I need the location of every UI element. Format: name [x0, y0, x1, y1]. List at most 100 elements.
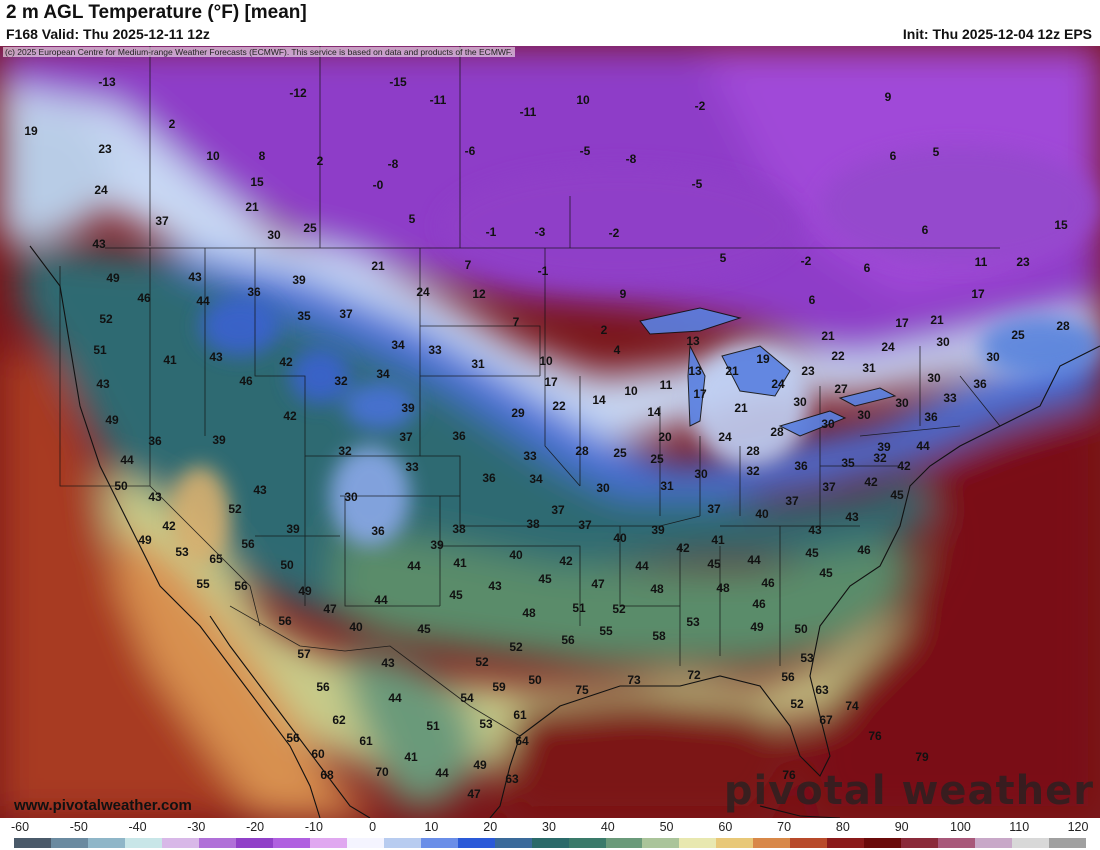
temperature-label: 51 — [426, 719, 440, 733]
temperature-label: 28 — [746, 444, 760, 458]
temperature-label: 30 — [986, 350, 1000, 364]
temperature-label: 49 — [106, 271, 120, 285]
temperature-label: 30 — [793, 395, 807, 409]
temperature-label: 25 — [613, 446, 627, 460]
color-scale-swatch — [1012, 838, 1050, 848]
valid-time: F168 Valid: Thu 2025-12-11 12z — [6, 26, 210, 42]
temperature-label: -11 — [430, 93, 447, 107]
temperature-label: 73 — [627, 673, 641, 687]
temperature-label: 2 — [169, 117, 176, 131]
temperature-label: 65 — [209, 552, 223, 566]
temperature-label: 45 — [805, 546, 819, 560]
temperature-label: 32 — [873, 451, 887, 465]
temperature-label: 62 — [332, 713, 346, 727]
temperature-label: 37 — [551, 503, 565, 517]
color-scale-tick: 50 — [659, 820, 674, 834]
temperature-label: -5 — [580, 144, 591, 158]
temperature-label: 12 — [472, 287, 486, 301]
copyright-notice: (c) 2025 European Centre for Medium-rang… — [3, 47, 515, 57]
temperature-label: 40 — [613, 531, 627, 545]
temperature-label: 6 — [890, 149, 897, 163]
website-text[interactable]: www.pivotalweather.com — [14, 797, 192, 814]
temperature-label: 7 — [465, 258, 472, 272]
temperature-label: 20 — [658, 430, 672, 444]
temperature-label: 37 — [707, 502, 721, 516]
temperature-label: 72 — [687, 668, 701, 682]
temperature-label: 39 — [651, 523, 665, 537]
temperature-label: 35 — [297, 309, 311, 323]
temperature-map[interactable]: -13 -15 -12 -11 10 -2 9 -11 19 2 23 10 8 2 -8 -6 -5 -8 6 5 2… — [0, 46, 1100, 818]
temperature-label: 74 — [845, 699, 859, 713]
temperature-label: 56 — [234, 579, 248, 593]
color-scale-bar — [14, 838, 1087, 848]
temperature-label: 32 — [338, 444, 352, 458]
color-scale-tick: -20 — [246, 820, 265, 834]
temperature-label: 19 — [756, 352, 770, 366]
temperature-label: 14 — [647, 405, 661, 419]
temperature-label: 33 — [523, 449, 537, 463]
temperature-label: 25 — [303, 221, 317, 235]
temperature-label: 43 — [92, 237, 106, 251]
temperature-label: 28 — [575, 444, 589, 458]
temperature-label: 50 — [280, 558, 294, 572]
temperature-label: 50 — [794, 622, 808, 636]
temperature-label: 41 — [453, 556, 467, 570]
init-time: Init: Thu 2025-12-04 12z EPS — [902, 26, 1092, 42]
temperature-label: -6 — [465, 144, 476, 158]
temperature-label: 4 — [614, 343, 621, 357]
temperature-label: 47 — [467, 787, 481, 801]
color-scale-swatch — [235, 838, 273, 848]
temperature-label: 34 — [376, 367, 390, 381]
temperature-label: 14 — [592, 393, 606, 407]
color-scale-swatch — [679, 838, 717, 848]
temperature-label: 36 — [482, 471, 496, 485]
map-title: 2 m AGL Temperature (°F) [mean] — [6, 2, 307, 23]
temperature-label: 45 — [449, 588, 463, 602]
temperature-label: 45 — [819, 566, 833, 580]
temperature-label: 34 — [391, 338, 405, 352]
temperature-label: -5 — [692, 177, 703, 191]
temperature-label: 45 — [417, 622, 431, 636]
color-scale-swatch — [938, 838, 976, 848]
temperature-label: 10 — [576, 93, 590, 107]
temperature-label: 42 — [897, 459, 911, 473]
temperature-label: 44 — [388, 691, 402, 705]
color-scale-swatch — [420, 838, 458, 848]
temperature-label: 46 — [239, 374, 253, 388]
temperature-label: 36 — [924, 410, 938, 424]
temperature-label: -15 — [389, 75, 407, 89]
temperature-label: 40 — [349, 620, 363, 634]
temperature-label: 36 — [973, 377, 987, 391]
temperature-label: 37 — [399, 430, 413, 444]
color-scale-tick: 0 — [369, 820, 377, 834]
color-scale-swatch — [161, 838, 199, 848]
temperature-label: 36 — [371, 524, 385, 538]
temperature-label: 35 — [841, 456, 855, 470]
temperature-label: 56 — [781, 670, 795, 684]
temperature-label: 53 — [800, 651, 814, 665]
temperature-label: -8 — [626, 152, 637, 166]
temperature-label: 53 — [479, 717, 493, 731]
temperature-label: 56 — [286, 731, 300, 745]
temperature-label: 43 — [845, 510, 859, 524]
temperature-label: 56 — [316, 680, 330, 694]
temperature-label: 75 — [575, 683, 589, 697]
temperature-label: 41 — [711, 533, 725, 547]
temperature-label: 42 — [676, 541, 690, 555]
temperature-label: 22 — [831, 349, 845, 363]
temperature-label: 59 — [492, 680, 506, 694]
temperature-label: 46 — [137, 291, 151, 305]
temperature-label: 43 — [209, 350, 223, 364]
temperature-label: 56 — [241, 537, 255, 551]
temperature-label: 36 — [247, 285, 261, 299]
temperature-label: 55 — [196, 577, 210, 591]
temperature-label: 36 — [794, 459, 808, 473]
color-scale-tick: -50 — [69, 820, 88, 834]
temperature-label: 79 — [915, 750, 929, 764]
temperature-label: 42 — [283, 409, 297, 423]
color-scale-swatch — [272, 838, 310, 848]
temperature-label: 39 — [286, 522, 300, 536]
temperature-label: 6 — [922, 223, 929, 237]
temperature-label: -2 — [695, 99, 706, 113]
temperature-label: 39 — [877, 440, 891, 454]
